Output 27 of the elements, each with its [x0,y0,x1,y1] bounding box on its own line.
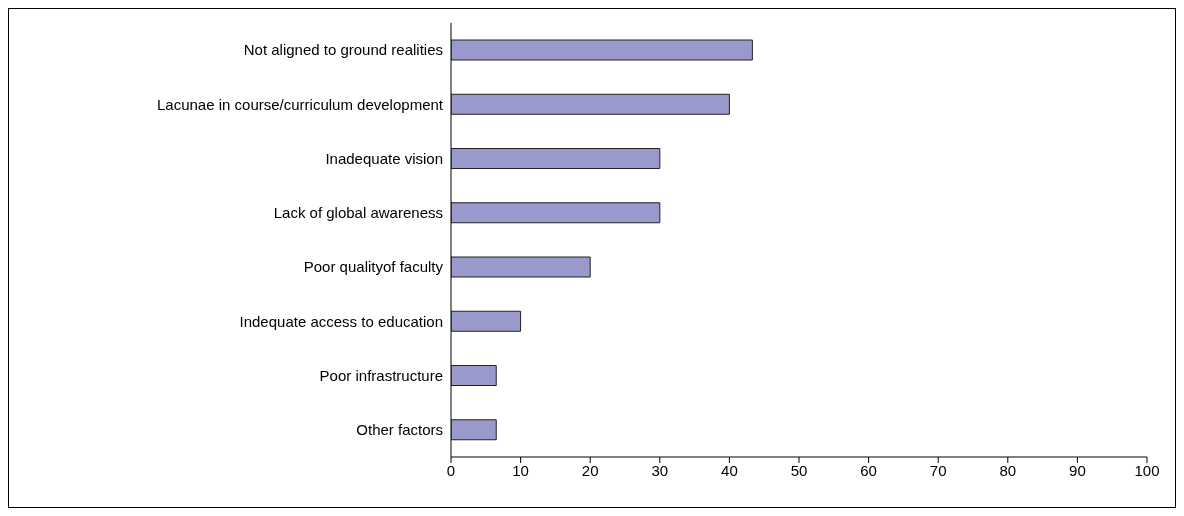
y-tick-label: Lacunae in course/curriculum development [157,95,444,113]
y-tick-label: Indequate access to education [239,312,443,330]
x-tick-label: 100 [1134,461,1160,479]
x-tick-label: 90 [1069,461,1086,479]
bar [451,93,730,115]
y-tick-label: Not aligned to ground realities [243,41,443,59]
y-tick-label: Lack of global awareness [273,204,443,222]
x-tick-label: 70 [929,461,947,479]
bar [451,39,753,61]
y-tick-label: Poor qualityof faculty [303,258,444,276]
bar [451,419,497,441]
bar [451,310,522,332]
x-tick-label: 30 [651,461,669,479]
x-tick-label: 10 [512,461,529,479]
bar [451,256,591,278]
x-tick-label: 40 [721,461,738,479]
x-tick-label: 0 [446,461,456,479]
y-tick-label: Inadequate vision [325,149,443,167]
y-tick-label: Poor infrastructure [319,366,443,384]
x-tick-label: 60 [860,461,877,479]
bar [451,365,497,386]
x-tick-label: 20 [581,461,599,479]
bar [451,202,661,224]
x-tick-label: 50 [790,461,808,479]
y-tick-label: Other factors [356,421,443,439]
bar [451,148,661,169]
x-tick-label: 80 [999,461,1017,479]
